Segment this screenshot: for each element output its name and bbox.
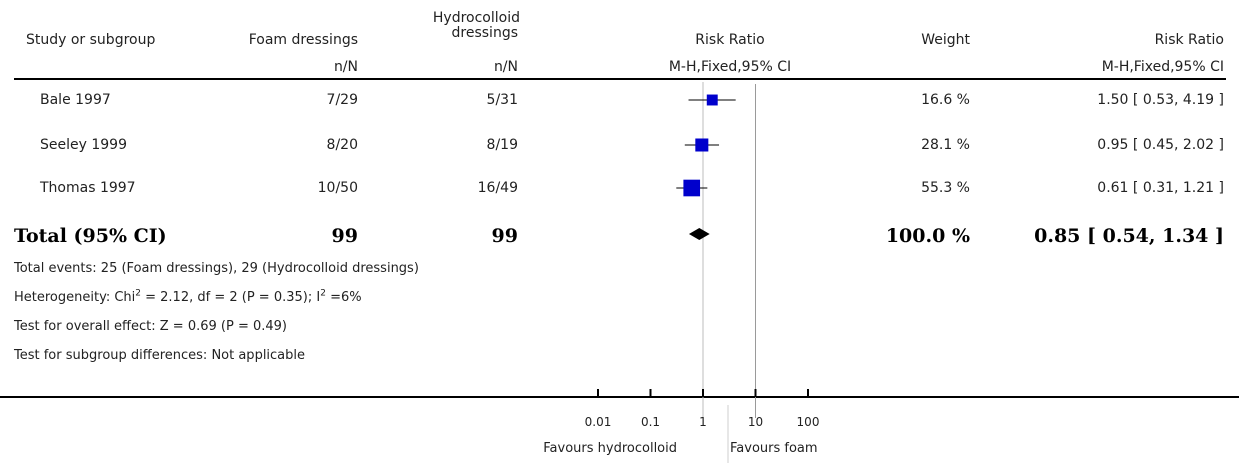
header-rr-plot-method: M-H,Fixed,95% CI [668, 59, 792, 75]
axis-tick-label: 0.01 [585, 415, 612, 429]
axis-tick-label: 100 [797, 415, 820, 429]
study-weight: 16.6 % [921, 92, 970, 108]
header-foam-nn: n/N [333, 59, 358, 75]
favours-left: Favours hydrocolloid [543, 441, 677, 456]
study-events-hydro: 8/19 [486, 137, 518, 153]
effect-square [706, 94, 718, 106]
total-ci: 0.85 [ 0.54, 1.34 ] [1034, 225, 1224, 247]
footnote-overall-effect: Test for overall effect: Z = 0.69 (P = 0… [14, 319, 287, 334]
total-n1: 99 [331, 225, 358, 247]
study-ci: 0.61 [ 0.31, 1.21 ] [1097, 180, 1224, 196]
axis-tick-label: 0.1 [641, 415, 660, 429]
effect-square [683, 179, 701, 197]
header-weight: Weight [921, 32, 970, 48]
study-events-hydro: 16/49 [477, 180, 518, 196]
axis-tick-label: 1 [699, 415, 707, 429]
header-rr-plot: Risk Ratio [695, 32, 765, 48]
total-weight: 100.0 % [885, 225, 970, 247]
study-name: Seeley 1999 [40, 137, 127, 153]
axis-tick-label: 10 [748, 415, 763, 429]
study-events-foam: 10/50 [317, 180, 358, 196]
study-name: Thomas 1997 [40, 180, 136, 196]
header-rr: Risk Ratio [1154, 32, 1224, 48]
study-events-foam: 7/29 [326, 92, 358, 108]
study-name: Bale 1997 [40, 92, 111, 108]
study-events-foam: 8/20 [326, 137, 358, 153]
header-foam: Foam dressings [248, 32, 358, 48]
footnote-events: Total events: 25 (Foam dressings), 29 (H… [14, 261, 419, 276]
total-n2: 99 [491, 225, 518, 247]
footnote-subgroup: Test for subgroup differences: Not appli… [14, 348, 306, 363]
footnote-heterogeneity: Heterogeneity: Chi2 = 2.12, df = 2 (P = … [14, 288, 362, 305]
study-events-hydro: 5/31 [486, 92, 518, 108]
pooled-diamond [688, 228, 710, 240]
header-hydro-nn: n/N [493, 59, 518, 75]
study-ci: 1.50 [ 0.53, 4.19 ] [1097, 92, 1224, 108]
header-hydro-1: Hydrocolloid [432, 10, 520, 26]
effect-square [695, 138, 709, 152]
favours-right: Favours foam [730, 441, 818, 456]
header-rr-method: M-H,Fixed,95% CI [1101, 59, 1224, 75]
header-study: Study or subgroup [26, 32, 156, 48]
total-label: Total (95% CI) [14, 225, 167, 247]
header-hydro-2: dressings [451, 25, 518, 41]
study-weight: 55.3 % [921, 180, 970, 196]
study-weight: 28.1 % [921, 137, 970, 153]
study-ci: 0.95 [ 0.45, 2.02 ] [1097, 137, 1224, 153]
